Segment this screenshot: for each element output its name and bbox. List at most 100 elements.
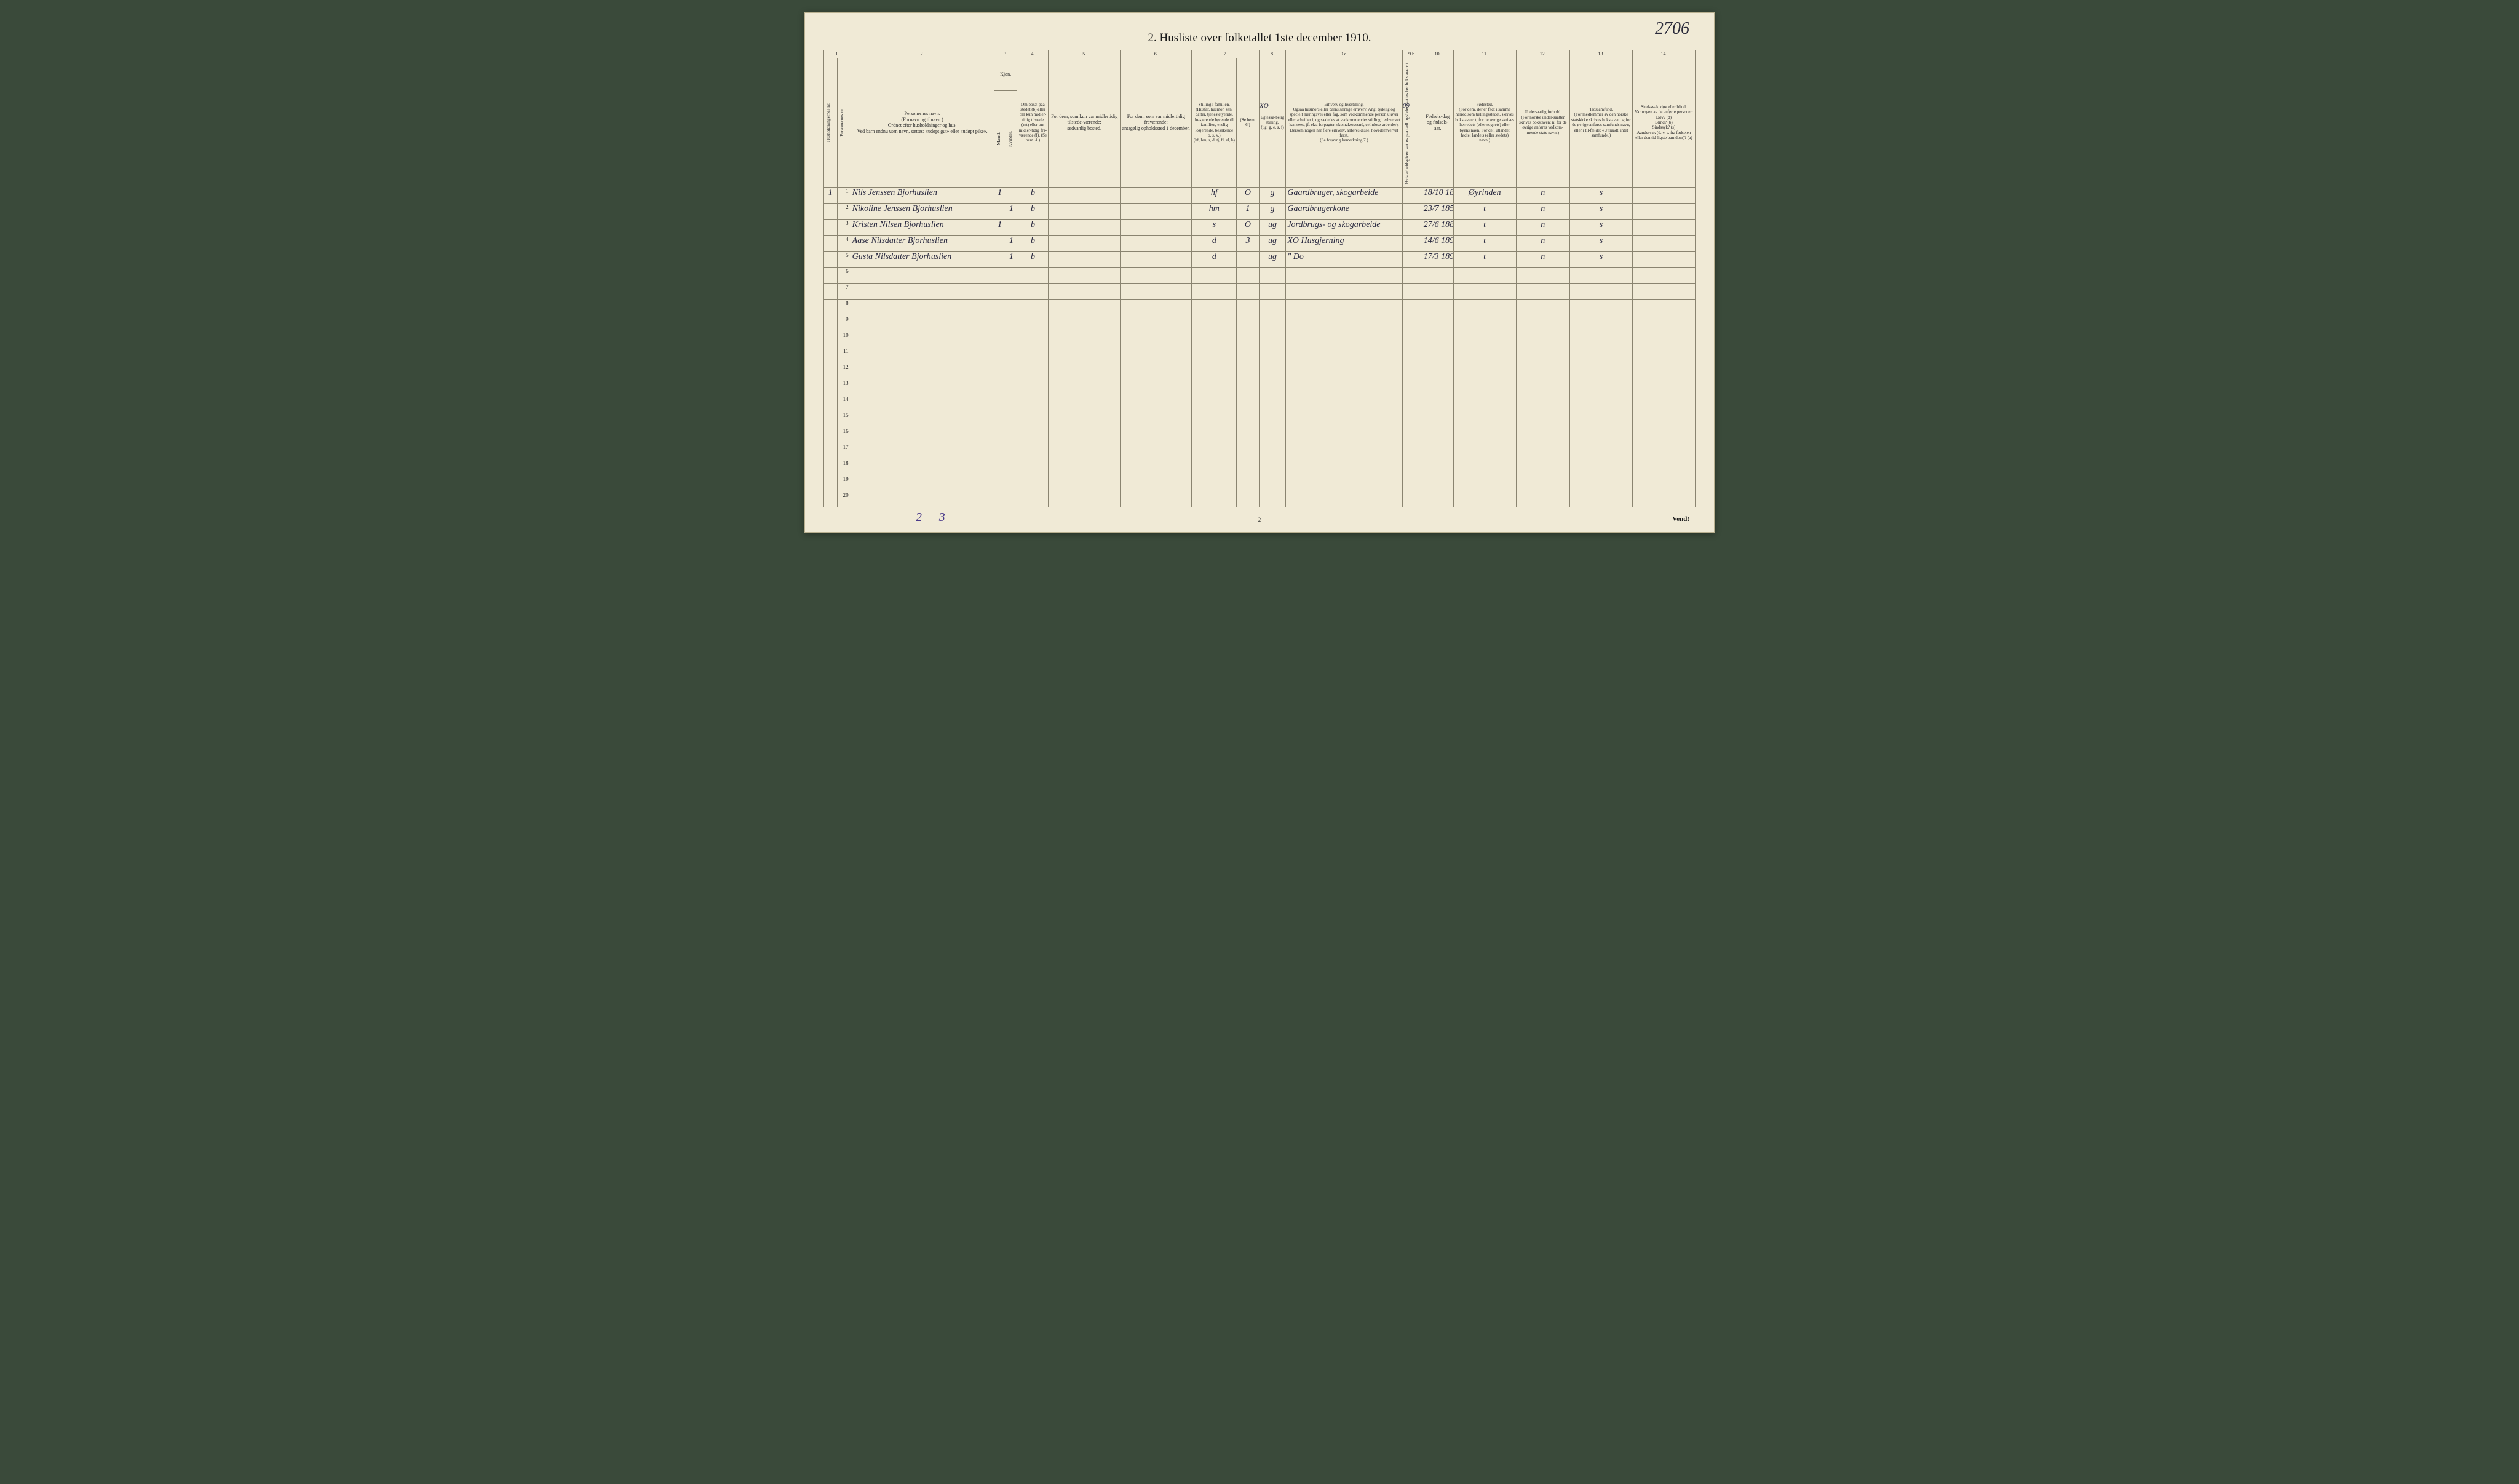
cell-pn: 9 xyxy=(837,315,851,331)
cell-c5 xyxy=(1049,203,1121,219)
cell-m xyxy=(994,475,1006,491)
cell-c7a xyxy=(1192,299,1237,315)
cell-c7b xyxy=(1237,475,1259,491)
cell-c11 xyxy=(1453,379,1516,395)
header-male: Mænd. xyxy=(994,90,1006,187)
cell-c14 xyxy=(1632,363,1695,379)
cell-name xyxy=(851,379,994,395)
cell-m xyxy=(994,459,1006,475)
table-row: 11 xyxy=(824,347,1696,363)
cell-k xyxy=(1006,331,1017,347)
cell-c9b xyxy=(1402,187,1422,203)
cell-c13: s xyxy=(1569,187,1632,203)
cell-c12 xyxy=(1516,395,1569,411)
table-row: 3Kristen Nilsen Bjorhuslien1bsOugJordbru… xyxy=(824,219,1696,235)
cell-c9a xyxy=(1286,315,1402,331)
cell-c7b: O xyxy=(1237,219,1259,235)
cell-c5 xyxy=(1049,411,1121,427)
cell-name xyxy=(851,267,994,283)
cell-c10: 17/3 1894 xyxy=(1422,251,1453,267)
cell-c14 xyxy=(1632,379,1695,395)
table-row: 2Nikoline Jenssen Bjorhuslien1bhm1gGaard… xyxy=(824,203,1696,219)
header-names: Personernes navn. (Fornavn og tilnavn.) … xyxy=(851,58,994,187)
cell-k xyxy=(1006,267,1017,283)
cell-c9b xyxy=(1402,235,1422,251)
annotation-09: 09 xyxy=(1403,102,1410,109)
cell-m xyxy=(994,331,1006,347)
table-row: 19 xyxy=(824,475,1696,491)
cell-pn: 8 xyxy=(837,299,851,315)
cell-c9a xyxy=(1286,491,1402,507)
cell-b xyxy=(1017,331,1049,347)
cell-c12: n xyxy=(1516,203,1569,219)
cell-c6 xyxy=(1120,427,1192,443)
cell-c10 xyxy=(1422,411,1453,427)
cell-c9b xyxy=(1402,331,1422,347)
cell-b xyxy=(1017,299,1049,315)
header-c5: For dem, som kun var midlertidig tilsted… xyxy=(1049,58,1121,187)
cell-c9b xyxy=(1402,475,1422,491)
cell-c11 xyxy=(1453,363,1516,379)
cell-c11 xyxy=(1453,283,1516,299)
cell-c11 xyxy=(1453,331,1516,347)
cell-c5 xyxy=(1049,219,1121,235)
cell-c8: ug xyxy=(1259,251,1286,267)
cell-c10 xyxy=(1422,347,1453,363)
cell-c14 xyxy=(1632,331,1695,347)
cell-k: 1 xyxy=(1006,203,1017,219)
cell-name xyxy=(851,315,994,331)
cell-c14 xyxy=(1632,315,1695,331)
table-row: 20 xyxy=(824,491,1696,507)
cell-c13 xyxy=(1569,283,1632,299)
cell-c7a xyxy=(1192,331,1237,347)
cell-c12: n xyxy=(1516,219,1569,235)
cell-pn: 14 xyxy=(837,395,851,411)
col-14-num: 14. xyxy=(1632,50,1695,58)
cell-hh xyxy=(824,443,838,459)
cell-c6 xyxy=(1120,267,1192,283)
cell-c11 xyxy=(1453,459,1516,475)
cell-hh xyxy=(824,395,838,411)
cell-c5 xyxy=(1049,315,1121,331)
col-5-num: 5. xyxy=(1049,50,1121,58)
cell-pn: 16 xyxy=(837,427,851,443)
cell-pn: 2 xyxy=(837,203,851,219)
cell-c13: s xyxy=(1569,203,1632,219)
cell-c13 xyxy=(1569,315,1632,331)
cell-pn: 7 xyxy=(837,283,851,299)
cell-c8 xyxy=(1259,491,1286,507)
cell-c9a xyxy=(1286,427,1402,443)
col-4-num: 4. xyxy=(1017,50,1049,58)
cell-c9a xyxy=(1286,267,1402,283)
cell-c13 xyxy=(1569,347,1632,363)
census-table: 1. 2. 3. 4. 5. 6. 7. 8. 9 a. 9 b. 10. 11… xyxy=(823,50,1696,507)
cell-c7a: d xyxy=(1192,235,1237,251)
cell-c7b xyxy=(1237,331,1259,347)
cell-c7b xyxy=(1237,251,1259,267)
cell-b: b xyxy=(1017,187,1049,203)
header-sex: Kjøn. xyxy=(994,58,1017,90)
table-row: 6 xyxy=(824,267,1696,283)
cell-c13 xyxy=(1569,459,1632,475)
cell-c7b xyxy=(1237,411,1259,427)
cell-c11 xyxy=(1453,427,1516,443)
cell-c7b xyxy=(1237,443,1259,459)
table-row: 17 xyxy=(824,443,1696,459)
cell-k xyxy=(1006,283,1017,299)
cell-c13 xyxy=(1569,427,1632,443)
header-person-nr: Personernes nr. xyxy=(837,58,851,187)
cell-c8: ug xyxy=(1259,235,1286,251)
cell-c10: 27/6 1885 xyxy=(1422,219,1453,235)
cell-b xyxy=(1017,427,1049,443)
cell-c7a xyxy=(1192,427,1237,443)
cell-c11 xyxy=(1453,411,1516,427)
cell-b xyxy=(1017,315,1049,331)
cell-c6 xyxy=(1120,363,1192,379)
cell-pn: 18 xyxy=(837,459,851,475)
header-c6: For dem, som var midlertidig fraværende:… xyxy=(1120,58,1192,187)
cell-k xyxy=(1006,475,1017,491)
cell-c9b xyxy=(1402,315,1422,331)
cell-c9b xyxy=(1402,283,1422,299)
handwritten-page-number: 2706 xyxy=(1655,19,1689,39)
cell-c12 xyxy=(1516,315,1569,331)
